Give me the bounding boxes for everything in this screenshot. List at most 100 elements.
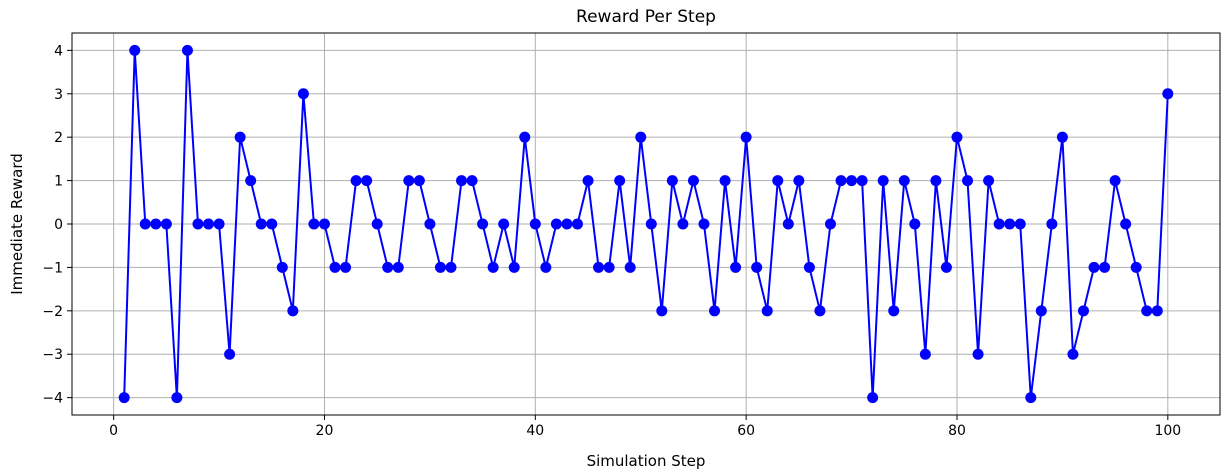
data-point	[1077, 305, 1089, 317]
data-point	[793, 175, 805, 187]
y-tick-label: −4	[42, 391, 63, 407]
y-axis-label: Immediate Reward	[8, 153, 26, 295]
data-point	[213, 218, 225, 230]
data-point	[730, 261, 742, 273]
y-tick-label: 1	[54, 174, 63, 190]
data-point	[867, 392, 879, 404]
data-point	[540, 261, 552, 273]
data-point	[392, 261, 404, 273]
data-point	[150, 218, 162, 230]
data-series	[118, 44, 1174, 404]
data-point	[1088, 261, 1100, 273]
data-point	[603, 261, 615, 273]
data-point	[477, 218, 489, 230]
data-point	[550, 218, 562, 230]
data-point	[909, 218, 921, 230]
data-point	[382, 261, 394, 273]
data-point	[983, 175, 995, 187]
data-point	[203, 218, 215, 230]
data-point	[740, 131, 752, 143]
data-point	[224, 348, 236, 360]
data-point	[1004, 218, 1016, 230]
data-point	[266, 218, 278, 230]
data-point	[1014, 218, 1026, 230]
x-tick-label: 0	[109, 423, 118, 439]
data-point	[593, 261, 605, 273]
data-point	[666, 175, 678, 187]
data-point	[919, 348, 931, 360]
data-point	[160, 218, 172, 230]
x-tick-label: 20	[316, 423, 334, 439]
y-tick-label: 4	[54, 43, 63, 59]
data-point	[645, 218, 657, 230]
data-point	[888, 305, 900, 317]
data-point	[993, 218, 1005, 230]
data-point	[687, 175, 699, 187]
data-point	[656, 305, 668, 317]
data-point	[413, 175, 425, 187]
x-tick-label: 80	[948, 423, 966, 439]
data-point	[308, 218, 320, 230]
data-point	[1151, 305, 1163, 317]
data-point	[962, 175, 974, 187]
data-point	[1120, 218, 1132, 230]
data-point	[561, 218, 573, 230]
data-point	[698, 218, 710, 230]
data-point	[835, 175, 847, 187]
data-point	[1035, 305, 1047, 317]
data-point	[624, 261, 636, 273]
data-point	[118, 392, 130, 404]
data-point	[424, 218, 436, 230]
data-point	[297, 88, 309, 100]
data-point	[856, 175, 868, 187]
data-point	[519, 131, 531, 143]
series-line	[123, 49, 1169, 399]
data-point	[761, 305, 773, 317]
x-axis-label: Simulation Step	[587, 452, 706, 470]
data-point	[276, 261, 288, 273]
data-point	[192, 218, 204, 230]
data-point	[814, 305, 826, 317]
data-point	[677, 218, 689, 230]
y-tick-label: −1	[42, 260, 63, 276]
data-point	[1099, 261, 1111, 273]
data-point	[234, 131, 246, 143]
data-point	[877, 175, 889, 187]
data-point	[824, 218, 836, 230]
data-point	[181, 44, 193, 56]
data-point	[171, 392, 183, 404]
data-point	[1056, 131, 1068, 143]
data-point	[846, 175, 858, 187]
data-point	[751, 261, 763, 273]
data-point	[1067, 348, 1079, 360]
x-tick-label: 40	[526, 423, 544, 439]
data-point	[329, 261, 341, 273]
data-point	[340, 261, 352, 273]
data-point	[287, 305, 299, 317]
data-point	[487, 261, 499, 273]
data-point	[709, 305, 721, 317]
data-point	[371, 218, 383, 230]
data-point	[434, 261, 446, 273]
data-point	[1141, 305, 1153, 317]
data-point	[245, 175, 257, 187]
data-point	[139, 218, 151, 230]
data-point	[582, 175, 594, 187]
y-tick-label: 3	[54, 87, 63, 103]
data-point	[782, 218, 794, 230]
plot-frame	[71, 32, 1221, 416]
data-point	[940, 261, 952, 273]
y-tick-label: −2	[42, 304, 63, 320]
y-tick-label: −3	[42, 347, 63, 363]
data-point	[508, 261, 520, 273]
y-tick-label: 0	[54, 217, 63, 233]
data-point	[445, 261, 457, 273]
data-point	[772, 175, 784, 187]
axis-ticks: 0 20 40 60 80 100 −4 −3 −2 −1 0 1 2 3 4	[42, 43, 1181, 439]
data-point	[350, 175, 362, 187]
data-point	[1109, 175, 1121, 187]
data-point	[614, 175, 626, 187]
data-point	[403, 175, 415, 187]
data-point	[456, 175, 468, 187]
